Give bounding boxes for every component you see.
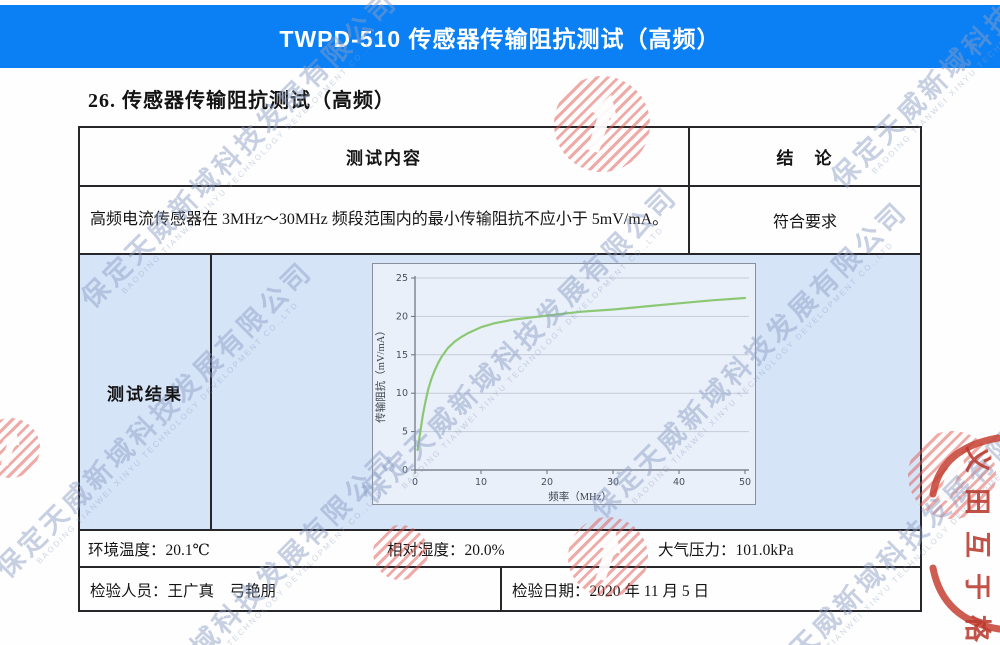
- stamp-character: 义: [962, 446, 992, 473]
- test-result-chart-cell: 0 5 10 15 20 25 0 10 20 30 40 50 频率（MHz） 传输阻抗（mV/mA）: [212, 255, 920, 529]
- svg-text:15: 15: [396, 350, 408, 361]
- stamp-character: 互: [962, 530, 992, 558]
- relative-humidity: 相对湿度：20.0%: [387, 541, 505, 559]
- header-cell-conclusion: 结 论: [776, 149, 834, 168]
- svg-text:10: 10: [396, 388, 408, 399]
- svg-text:传输阻抗（mV/mA）: 传输阻抗（mV/mA）: [374, 325, 387, 422]
- test-result-row: 测试结果 0 5 10 15 20 25 0 10 20 30 40 50 频率（MHz） 传输阻抗（mV…: [80, 255, 920, 531]
- stamp-character: 田: [962, 488, 992, 516]
- signoff-row: 检验人员：王广真 弓艳朋 检验日期：2020 年 11 月 5 日: [80, 568, 920, 612]
- svg-text:20: 20: [541, 477, 553, 488]
- inspection-date: 检验日期：2020 年 11 月 5 日: [512, 583, 710, 600]
- section-heading: 26. 传感器传输阻抗测试（高频）: [88, 90, 395, 112]
- svg-text:50: 50: [739, 477, 751, 488]
- svg-text:0: 0: [412, 477, 418, 488]
- requirement-text: 高频电流传感器在 3MHz～30MHz 频段范围内的最小传输阻抗不应小于 5mV…: [80, 187, 690, 253]
- stamp-character: 格: [962, 615, 992, 642]
- logo-arrow-icon: [0, 425, 31, 470]
- svg-text:30: 30: [607, 477, 619, 488]
- svg-text:5: 5: [402, 427, 408, 438]
- logo-arrow-icon: [922, 441, 982, 507]
- environment-cell: 环境温度：20.1℃ 相对湿度：20.0% 大气压力：101.0kPa: [80, 531, 920, 566]
- conclusion-value: 符合要求: [772, 214, 837, 231]
- ambient-temperature: 环境温度：20.1℃: [88, 541, 210, 559]
- svg-text:20: 20: [396, 311, 408, 322]
- company-logo-stamp-icon: [0, 418, 40, 478]
- svg-text:40: 40: [673, 477, 685, 488]
- svg-text:10: 10: [475, 477, 487, 488]
- svg-text:频率（MHz）: 频率（MHz）: [548, 490, 612, 503]
- atmospheric-pressure: 大气压力：101.0kPa: [658, 541, 794, 559]
- report-table: 测试内容 结 论 高频电流传感器在 3MHz～30MHz 频段范围内的最小传输阻…: [78, 126, 922, 612]
- stamp-character: 于: [962, 572, 992, 600]
- top-banner: TWPD-510 传感器传输阻抗测试（高频）: [0, 5, 1000, 68]
- test-result-label: 测试结果: [80, 255, 212, 529]
- inspectors: 检验人员：王广真 弓艳朋: [80, 568, 502, 612]
- header-cell-test-content: 测试内容: [80, 128, 690, 185]
- svg-text:0: 0: [402, 465, 408, 476]
- impedance-chart: 0 5 10 15 20 25 0 10 20 30 40 50 频率（MHz） 传输阻抗（mV/mA）: [372, 263, 756, 505]
- environment-row: 环境温度：20.1℃ 相对湿度：20.0% 大气压力：101.0kPa: [80, 531, 920, 568]
- line-chart-svg: 0 5 10 15 20 25 0 10 20 30 40 50 频率（MHz） 传输阻抗（mV/mA）: [374, 273, 751, 503]
- stamp-vertical-text: 义田互于格: [962, 446, 992, 642]
- svg-text:25: 25: [396, 273, 408, 284]
- page-title: TWPD-510 传感器传输阻抗测试（高频）: [279, 25, 721, 52]
- table-header-row: 测试内容 结 论: [80, 128, 920, 187]
- requirement-row: 高频电流传感器在 3MHz～30MHz 频段范围内的最小传输阻抗不应小于 5mV…: [80, 187, 920, 255]
